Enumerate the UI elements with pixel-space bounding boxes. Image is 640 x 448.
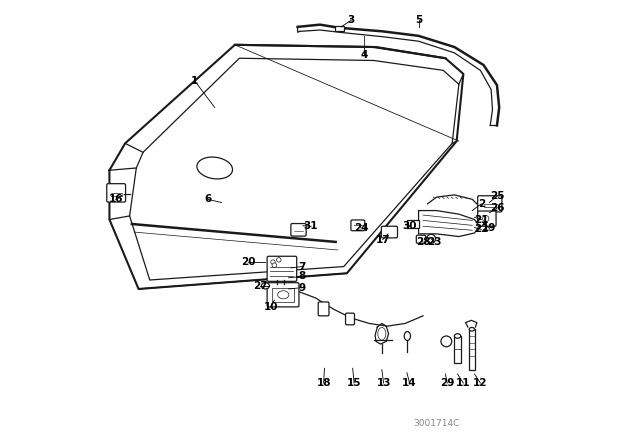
FancyBboxPatch shape	[267, 256, 297, 281]
Ellipse shape	[404, 332, 410, 340]
Text: 3: 3	[348, 15, 355, 25]
Text: 2: 2	[477, 199, 485, 209]
Ellipse shape	[378, 327, 386, 340]
Text: 25: 25	[490, 191, 504, 201]
Bar	[454, 336, 461, 363]
Ellipse shape	[197, 157, 232, 179]
Text: 21: 21	[474, 215, 488, 224]
Text: 19: 19	[482, 224, 497, 233]
Circle shape	[483, 215, 489, 222]
Bar	[335, 26, 344, 31]
Text: 3001714C: 3001714C	[413, 419, 460, 428]
Circle shape	[271, 260, 275, 264]
FancyBboxPatch shape	[381, 226, 397, 238]
FancyBboxPatch shape	[351, 220, 365, 231]
Text: 23: 23	[427, 237, 442, 247]
Text: 7: 7	[298, 262, 306, 271]
Text: 13: 13	[376, 378, 391, 388]
FancyBboxPatch shape	[477, 211, 496, 226]
Text: 14: 14	[403, 378, 417, 388]
Text: 8: 8	[298, 271, 306, 281]
Text: 28: 28	[416, 237, 430, 247]
Text: 26: 26	[490, 203, 504, 213]
Ellipse shape	[261, 283, 269, 289]
Ellipse shape	[469, 327, 474, 331]
FancyBboxPatch shape	[416, 235, 426, 243]
Text: 17: 17	[376, 235, 390, 245]
Text: 11: 11	[456, 378, 470, 388]
Text: 20: 20	[241, 257, 255, 267]
FancyBboxPatch shape	[107, 184, 125, 202]
Bar	[407, 220, 419, 228]
FancyBboxPatch shape	[291, 224, 306, 236]
FancyBboxPatch shape	[318, 302, 329, 316]
Circle shape	[427, 234, 436, 243]
FancyBboxPatch shape	[346, 313, 355, 325]
Text: 30: 30	[403, 221, 417, 231]
Text: 6: 6	[204, 194, 212, 204]
Text: 27: 27	[253, 281, 268, 291]
Bar	[272, 288, 294, 302]
FancyBboxPatch shape	[267, 283, 299, 307]
Circle shape	[441, 336, 452, 347]
Text: 12: 12	[473, 378, 488, 388]
Text: 4: 4	[360, 50, 367, 60]
Circle shape	[272, 263, 276, 267]
Circle shape	[276, 258, 281, 262]
Text: 1: 1	[191, 76, 198, 86]
Text: 18: 18	[316, 378, 331, 388]
Text: 5: 5	[415, 15, 422, 25]
Text: 24: 24	[354, 224, 369, 233]
FancyBboxPatch shape	[477, 196, 502, 212]
Bar	[469, 329, 474, 370]
Text: 9: 9	[298, 283, 306, 293]
Text: 22: 22	[474, 224, 488, 234]
Text: 10: 10	[264, 302, 278, 312]
Text: 31: 31	[304, 221, 318, 231]
Text: 16: 16	[108, 194, 123, 204]
Text: 15: 15	[347, 378, 362, 388]
Text: 29: 29	[440, 378, 454, 388]
Ellipse shape	[454, 334, 461, 338]
